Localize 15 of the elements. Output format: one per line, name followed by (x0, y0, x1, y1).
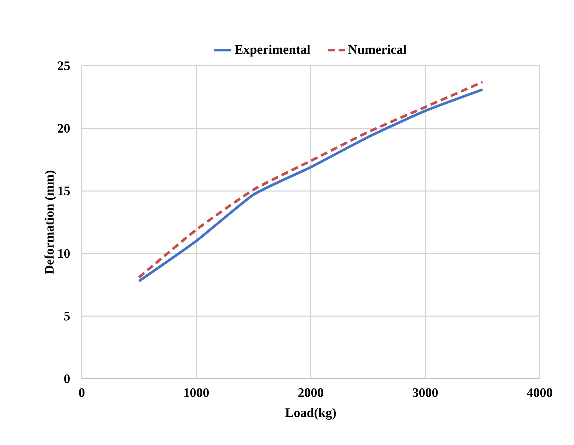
x-tick-label: 2000 (298, 388, 324, 398)
x-tick-label: 1000 (184, 388, 210, 398)
x-tick-label: 3000 (412, 388, 438, 398)
y-tick-label: 20 (58, 124, 70, 133)
y-tick-label: 0 (64, 374, 70, 384)
y-tick-label: 15 (58, 186, 70, 196)
y-tick-label: 5 (64, 312, 70, 321)
y-tick-label: 25 (58, 62, 70, 70)
y-tick-label: 10 (58, 249, 70, 258)
x-tick-label: 4000 (527, 388, 552, 398)
x-axis-title: Load(kg) (286, 408, 336, 420)
legend-label: Numerical (348, 45, 407, 54)
x-tick-label: 0 (79, 388, 85, 398)
legend-label: Experimental (235, 45, 310, 57)
y-axis-title: Deformation (mm) (44, 170, 57, 274)
